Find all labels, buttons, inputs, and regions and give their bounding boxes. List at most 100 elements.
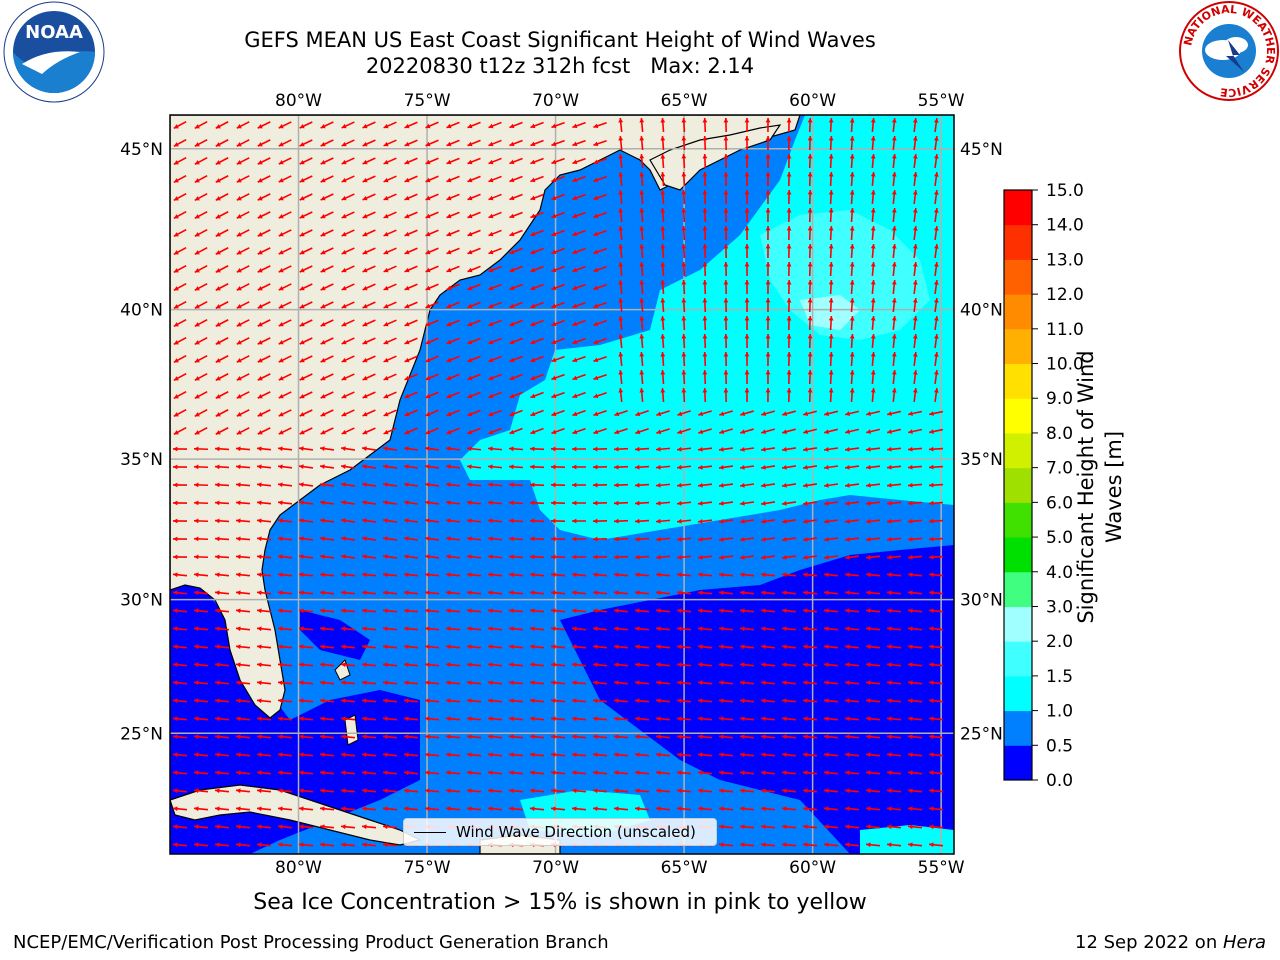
wave-arrow [173, 192, 187, 202]
wave-arrow [320, 427, 334, 435]
wave-arrow [849, 351, 855, 367]
wave-arrow [508, 482, 524, 488]
wave-arrow [424, 590, 440, 596]
wave-arrow [802, 698, 818, 704]
wave-arrow [907, 788, 923, 794]
wave-arrow [928, 518, 944, 524]
wave-arrow [488, 355, 502, 363]
wave-arrow [488, 427, 502, 435]
wave-arrow [193, 572, 209, 578]
colorbar-tick-label: 1.5 [1046, 667, 1073, 687]
map-frame [169, 114, 955, 855]
wave-arrow [786, 333, 792, 349]
colorbar-tick-label: 5.0 [1046, 528, 1073, 548]
wave-arrow [781, 572, 797, 578]
wave-arrow [215, 337, 229, 345]
wave-arrow [781, 824, 797, 830]
lat-label-left: 45°N [120, 140, 163, 160]
wave-arrow [823, 698, 839, 704]
wave-arrow [718, 734, 734, 740]
colorbar-swatch [1004, 467, 1032, 503]
colorbar-tick-label: 13.0 [1046, 250, 1084, 270]
wave-arrow [655, 518, 671, 524]
wave-arrow [173, 408, 187, 418]
wave-arrow [424, 572, 440, 578]
wave-arrow [214, 770, 230, 776]
wave-arrow [744, 297, 750, 313]
wave-arrow [593, 229, 607, 237]
wave-arrow [257, 229, 271, 237]
wave-arrow [592, 680, 608, 686]
wave-arrow [723, 189, 729, 205]
wave-arrow [403, 698, 419, 704]
wave-arrow [508, 464, 524, 470]
wave-arrow [340, 554, 356, 559]
wave-arrow [849, 117, 855, 133]
wave-arrow [891, 333, 897, 349]
wave-arrow [870, 369, 876, 385]
wave-arrow [320, 175, 334, 183]
wave-arrow [933, 189, 939, 205]
wave-arrow [592, 788, 608, 794]
wave-arrow [849, 297, 855, 313]
wave-arrow [341, 409, 355, 417]
wave-arrow [257, 301, 271, 309]
wave-arrow [320, 301, 334, 309]
wave-arrow [193, 446, 209, 452]
wave-arrow [718, 626, 734, 632]
wave-arrow [676, 554, 692, 560]
wave-arrow [828, 387, 834, 403]
wave-arrow [341, 229, 355, 237]
wave-arrow [382, 482, 398, 487]
wave-arrow [298, 662, 314, 668]
wave-arrow [256, 482, 272, 488]
wave-arrow [508, 770, 524, 776]
wave-arrow [634, 554, 650, 560]
wave-arrow [299, 211, 313, 219]
wave-arrow [933, 297, 939, 313]
wave-arrow [508, 500, 524, 506]
wave-arrow [445, 590, 461, 596]
wave-arrow [404, 175, 418, 183]
wave-arrow [277, 698, 293, 704]
wave-arrow [634, 698, 650, 704]
wave-arrow [702, 225, 708, 241]
wave-arrow [487, 716, 503, 722]
wave-arrow [933, 171, 939, 187]
wave-arrow [509, 193, 523, 201]
wave-arrow [362, 427, 376, 435]
wave-arrow [823, 752, 839, 758]
wave-arrow [277, 662, 293, 668]
lon-label-top: 65°W [661, 91, 708, 111]
wave-arrow [845, 428, 859, 434]
wave-arrow [403, 518, 419, 523]
wave-arrow [886, 824, 902, 830]
wave-arrow [907, 428, 923, 434]
wave-arrow [681, 261, 687, 277]
wave-arrow [466, 482, 482, 488]
wave-arrow [849, 333, 855, 349]
wave-arrow [723, 117, 729, 133]
wave-arrow [849, 261, 855, 277]
wave-arrow [508, 662, 524, 668]
wave-arrow [529, 680, 545, 686]
wave-arrow [802, 644, 818, 650]
wave-arrow [382, 500, 398, 505]
wave-arrow [702, 369, 708, 385]
wave-arrow [760, 608, 776, 614]
wave-arrow [425, 283, 439, 291]
colorbar-tick-label: 4.0 [1046, 563, 1073, 583]
wave-arrow [425, 265, 439, 273]
wave-arrow [823, 500, 839, 506]
wave-arrow [298, 734, 314, 740]
wave-arrow [639, 171, 645, 187]
wave-arrow [723, 207, 729, 223]
wave-arrow [214, 608, 230, 614]
wave-arrow [844, 482, 860, 488]
wave-arrow [214, 500, 230, 506]
wave-arrow [655, 554, 671, 560]
wave-arrow [173, 318, 187, 328]
wave-arrow [886, 626, 902, 632]
wave-arrow [193, 554, 209, 560]
wave-arrow [382, 554, 398, 559]
